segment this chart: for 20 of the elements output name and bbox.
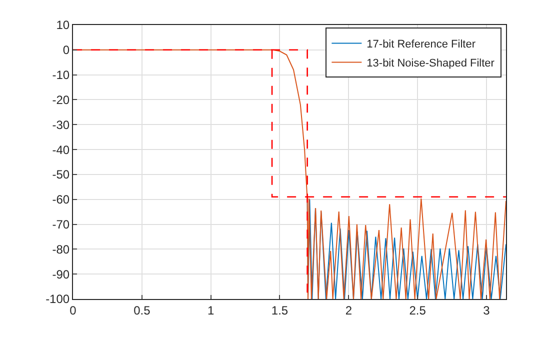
legend-label: 17-bit Reference Filter [366, 38, 476, 51]
y-tick-label: -40 [52, 142, 70, 157]
y-tick-label: -20 [52, 92, 70, 107]
y-tick-label: -50 [52, 168, 70, 182]
x-tick-label: 1.5 [271, 303, 288, 318]
y-tick-label: -30 [52, 118, 70, 132]
legend-label: 13-bit Noise-Shaped Filter [366, 58, 495, 70]
x-tick-label: 0.5 [134, 303, 151, 318]
x-tick-label: 3 [483, 303, 490, 318]
y-tick-label: -60 [52, 192, 70, 207]
x-tick-label: 2.5 [409, 303, 426, 318]
y-tick-label: 10 [56, 18, 70, 32]
y-tick-label: -90 [52, 267, 70, 282]
y-tick-label: -80 [52, 242, 70, 256]
y-tick-label: 0 [62, 43, 70, 58]
y-tick-label: -10 [52, 68, 70, 82]
x-tick-label: 2 [345, 303, 352, 318]
y-tick-label: -100 [46, 292, 70, 306]
y-tick-label: -70 [52, 217, 70, 232]
x-tick-label: 1 [207, 303, 214, 318]
